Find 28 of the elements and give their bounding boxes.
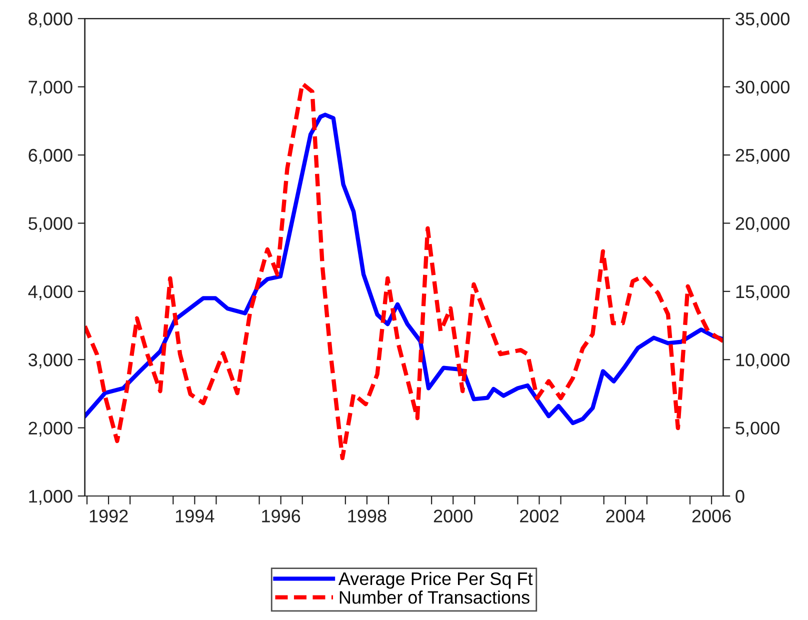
y2-tick-label: 30,000 [736, 80, 790, 96]
legend-label: Number of Transactions [340, 590, 530, 604]
x-tick-label: 1992 [90, 510, 128, 522]
y2-tick-label: 0 [736, 490, 744, 503]
line-series [84, 82, 724, 460]
x-tick-label: 2006 [692, 510, 731, 522]
y-tick-label: 1,000 [29, 490, 72, 505]
y2-tick-label: 25,000 [736, 148, 790, 164]
x-tick-label: 1994 [176, 510, 214, 522]
y-tick-label: 2,000 [28, 422, 72, 437]
y2-tick-label: 15,000 [736, 285, 790, 300]
x-tick-label: 1998 [348, 510, 386, 522]
y-tick-label: 3,000 [28, 354, 72, 368]
y-tick-label: 6,000 [28, 148, 72, 164]
y2-tick-label: 20,000 [736, 217, 790, 232]
y-tick-label: 4,000 [28, 285, 72, 300]
x-tick-label: 2002 [520, 510, 558, 522]
y-tick-label: 5,000 [28, 217, 72, 232]
line-series [84, 112, 724, 426]
x-tick-label: 1996 [262, 510, 300, 522]
y2-tick-label: 10,000 [736, 354, 790, 368]
legend-label: Average Price Per Sq Ft [338, 572, 533, 589]
x-tick-label: 2004 [606, 510, 645, 522]
y-tick-label: 8,000 [28, 12, 72, 28]
x-tick-label: 2000 [434, 510, 472, 522]
y-tick-label: 7,000 [28, 80, 72, 96]
y2-tick-label: 5,000 [736, 422, 780, 437]
y2-tick-label: 35,000 [736, 12, 790, 28]
